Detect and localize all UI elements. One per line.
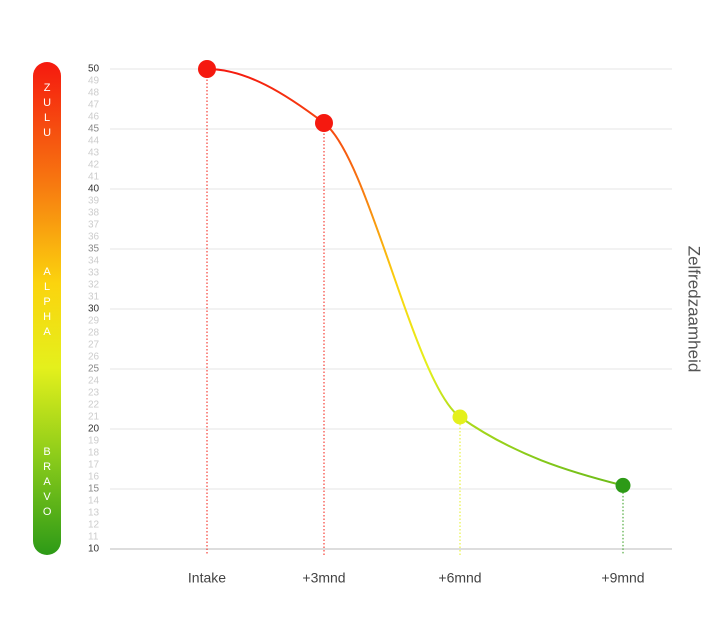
scale-bar xyxy=(33,62,61,555)
x-tick-label: +3mnd xyxy=(302,570,345,586)
y-tick-label: 15 xyxy=(88,484,100,495)
y-tick-label: 47 xyxy=(88,100,100,111)
y-tick-label: 43 xyxy=(88,148,100,159)
x-tick-label: +6mnd xyxy=(438,570,481,586)
y-tick-label: 11 xyxy=(88,532,99,543)
y-tick-label: 26 xyxy=(88,352,100,363)
y-tick-label: 12 xyxy=(88,520,100,531)
y-tick-label: 21 xyxy=(88,412,100,423)
y-tick-label: 16 xyxy=(88,472,100,483)
y-tick-label: 25 xyxy=(88,364,100,375)
y-tick-label: 19 xyxy=(88,436,100,447)
y-tick-label: 32 xyxy=(88,280,100,291)
point xyxy=(615,477,631,493)
y-tick-label: 20 xyxy=(88,424,100,435)
x-tick-label: +9mnd xyxy=(601,570,644,586)
point xyxy=(315,114,333,132)
y-tick-label: 29 xyxy=(88,316,100,327)
y-tick-label: 45 xyxy=(88,124,100,135)
y-tick-label: 13 xyxy=(88,508,100,519)
line xyxy=(206,68,624,487)
y-tick-label: 24 xyxy=(88,376,100,387)
y-tick-label: 39 xyxy=(88,196,100,207)
y-tick-label: 49 xyxy=(88,76,100,87)
y-tick-label: 35 xyxy=(88,244,100,255)
y-tick-label: 41 xyxy=(88,172,100,183)
y-tick-label: 28 xyxy=(88,328,100,339)
y-tick-label: 31 xyxy=(88,292,100,303)
y-axis-label: Zelfredzaamheid xyxy=(685,246,704,373)
band-label: ALPHA xyxy=(41,266,53,341)
y-tick-label: 30 xyxy=(88,304,100,315)
y-tick-label: 44 xyxy=(88,136,100,147)
y-tick-label: 18 xyxy=(88,448,100,459)
y-tick-label: 42 xyxy=(88,160,100,171)
point xyxy=(452,409,468,425)
x-tick-label: Intake xyxy=(188,570,226,586)
y-tick-label: 14 xyxy=(88,496,100,507)
y-tick-label: 10 xyxy=(88,544,100,555)
y-tick-label: 50 xyxy=(88,64,100,75)
point xyxy=(198,60,216,78)
y-tick-label: 46 xyxy=(88,112,100,123)
y-tick-label: 27 xyxy=(88,340,100,351)
y-tick-label: 17 xyxy=(88,460,100,471)
y-tick-label: 33 xyxy=(88,268,100,279)
band-label: ZULU xyxy=(41,82,53,142)
y-tick-label: 22 xyxy=(88,400,100,411)
y-tick-label: 36 xyxy=(88,232,100,243)
y-tick-label: 38 xyxy=(88,208,100,219)
y-tick-label: 23 xyxy=(88,388,100,399)
y-tick-label: 34 xyxy=(88,256,100,267)
y-tick-label: 40 xyxy=(88,184,100,195)
y-tick-label: 37 xyxy=(88,220,100,231)
band-label: BRAVO xyxy=(41,446,53,521)
y-tick-label: 48 xyxy=(88,88,100,99)
